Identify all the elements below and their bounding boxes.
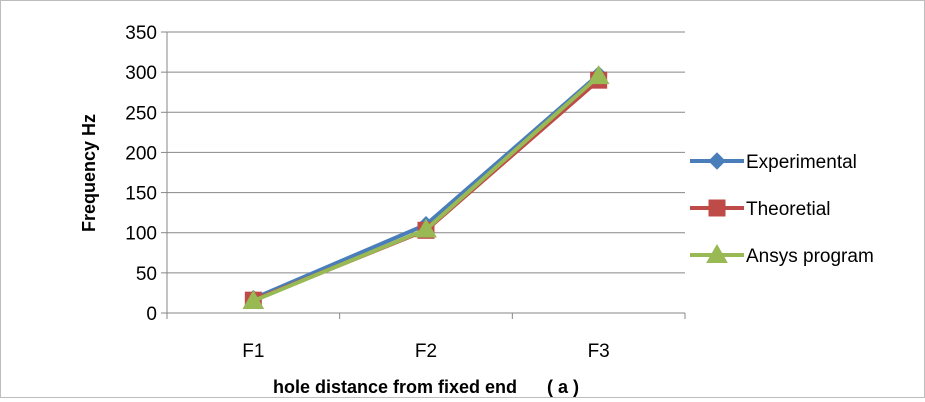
series-line-theoretial xyxy=(252,78,600,303)
legend-marker-theoretial xyxy=(708,199,726,217)
y-tick-label: 50 xyxy=(136,264,157,285)
x-tick-label: F3 xyxy=(588,341,610,362)
y-tick-label: 200 xyxy=(125,143,157,164)
y-tick-label: 150 xyxy=(125,184,157,205)
y-tick-label: 100 xyxy=(125,224,157,245)
x-tick-label: F1 xyxy=(242,341,264,362)
legend-entry-theoretial: Theoretial xyxy=(690,199,831,220)
data-point-ansys-program xyxy=(242,289,265,309)
y-tick-label: 0 xyxy=(146,304,157,325)
series-ansys-program xyxy=(242,65,610,309)
data-point-ansys-program xyxy=(587,65,610,85)
series-line-experimental xyxy=(252,73,600,301)
y-tick-label: 300 xyxy=(125,63,157,84)
axes: 0 50 100 150 200 250 300 350 F1 F2 F3 xyxy=(125,23,686,362)
legend-label-theoretial: Theoretial xyxy=(746,199,831,220)
legend-label-ansys-program: Ansys program xyxy=(746,246,874,267)
series-line-ansys-program xyxy=(252,74,600,303)
data-point-ansys-program xyxy=(415,218,437,238)
x-tick-label: F2 xyxy=(415,341,437,362)
legend-marker-experimental xyxy=(708,152,726,170)
series-experimental xyxy=(244,65,608,308)
legend: Experimental Theoretial Ansys program xyxy=(690,152,874,267)
series-group xyxy=(242,65,610,309)
legend-label-experimental: Experimental xyxy=(746,152,857,173)
legend-entry-ansys-program: Ansys program xyxy=(690,243,874,267)
x-axis-title: hole distance from fixed end ( a ) xyxy=(273,377,579,397)
legend-entry-experimental: Experimental xyxy=(690,152,857,173)
gridlines xyxy=(167,31,685,274)
y-tick-label: 350 xyxy=(125,23,157,44)
y-tick-label: 250 xyxy=(125,103,157,124)
y-axis-title: Frequency Hz xyxy=(79,114,99,232)
legend-marker-ansys-program xyxy=(706,243,728,263)
